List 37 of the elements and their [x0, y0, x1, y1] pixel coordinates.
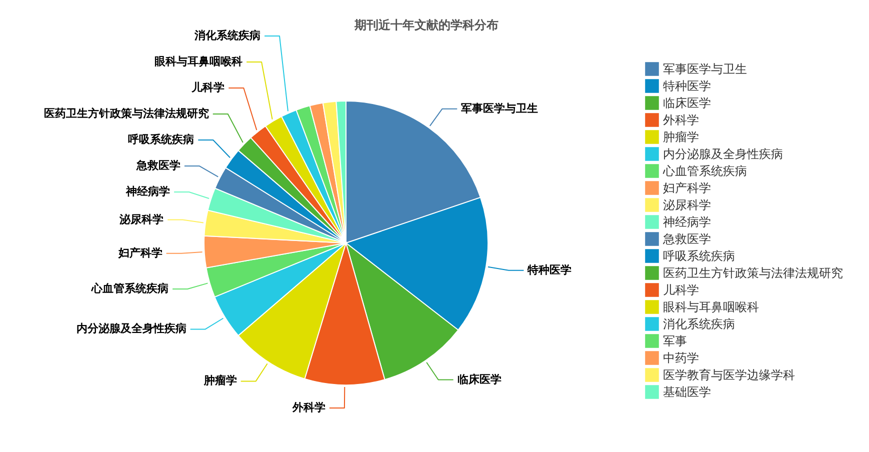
legend-label: 泌尿科学	[663, 198, 711, 212]
slice-label: 内分泌腺及全身性疾病	[76, 322, 186, 336]
slice-label: 神经病学	[125, 185, 170, 198]
slice-label: 特种医学	[526, 263, 572, 276]
legend-label: 呼吸系统疾病	[663, 249, 735, 263]
slice-label: 医药卫生方针政策与法律法规研究	[44, 107, 209, 120]
legend-label: 医药卫生方针政策与法律法规研究	[663, 266, 843, 280]
legend-label: 特种医学	[663, 79, 711, 93]
slice-label: 泌尿科学	[118, 212, 164, 226]
chart-title: 期刊近十年文献的学科分布	[354, 18, 498, 32]
legend-label: 临床医学	[663, 96, 711, 110]
legend-label: 中药学	[663, 351, 699, 365]
slice-label: 消化系统疾病	[194, 29, 261, 42]
legend-label: 军事医学与卫生	[663, 62, 747, 76]
legend-label: 眼科与耳鼻咽喉科	[663, 300, 759, 314]
legend-label: 肿瘤学	[663, 130, 699, 144]
legend-label: 消化系统疾病	[663, 317, 735, 331]
legend-label: 内分泌腺及全身性疾病	[663, 147, 783, 161]
slice-label: 儿科学	[190, 81, 225, 94]
slice-label: 军事医学与卫生	[461, 102, 538, 115]
legend-label: 医学教育与医学边缘学科	[663, 368, 795, 382]
slice-label: 急救医学	[135, 159, 180, 172]
legend-label: 急救医学	[662, 232, 711, 246]
legend-label: 儿科学	[663, 283, 699, 297]
legend-label: 基础医学	[663, 385, 711, 399]
legend-label: 外科学	[663, 113, 699, 127]
slice-label: 肿瘤学	[202, 374, 237, 388]
slice-label: 呼吸系统疾病	[128, 133, 194, 146]
slice-label: 心血管系统疾病	[90, 282, 169, 296]
slice-label: 临床医学	[457, 372, 502, 386]
legend-label: 神经病学	[663, 215, 711, 229]
slice-label: 眼科与耳鼻咽喉科	[154, 55, 243, 68]
legend-label: 军事	[663, 334, 687, 348]
slice-label: 妇产科学	[117, 246, 162, 260]
legend-label: 心血管系统疾病	[662, 164, 747, 178]
legend-label: 妇产科学	[663, 181, 711, 195]
slice-label: 外科学	[291, 400, 326, 414]
